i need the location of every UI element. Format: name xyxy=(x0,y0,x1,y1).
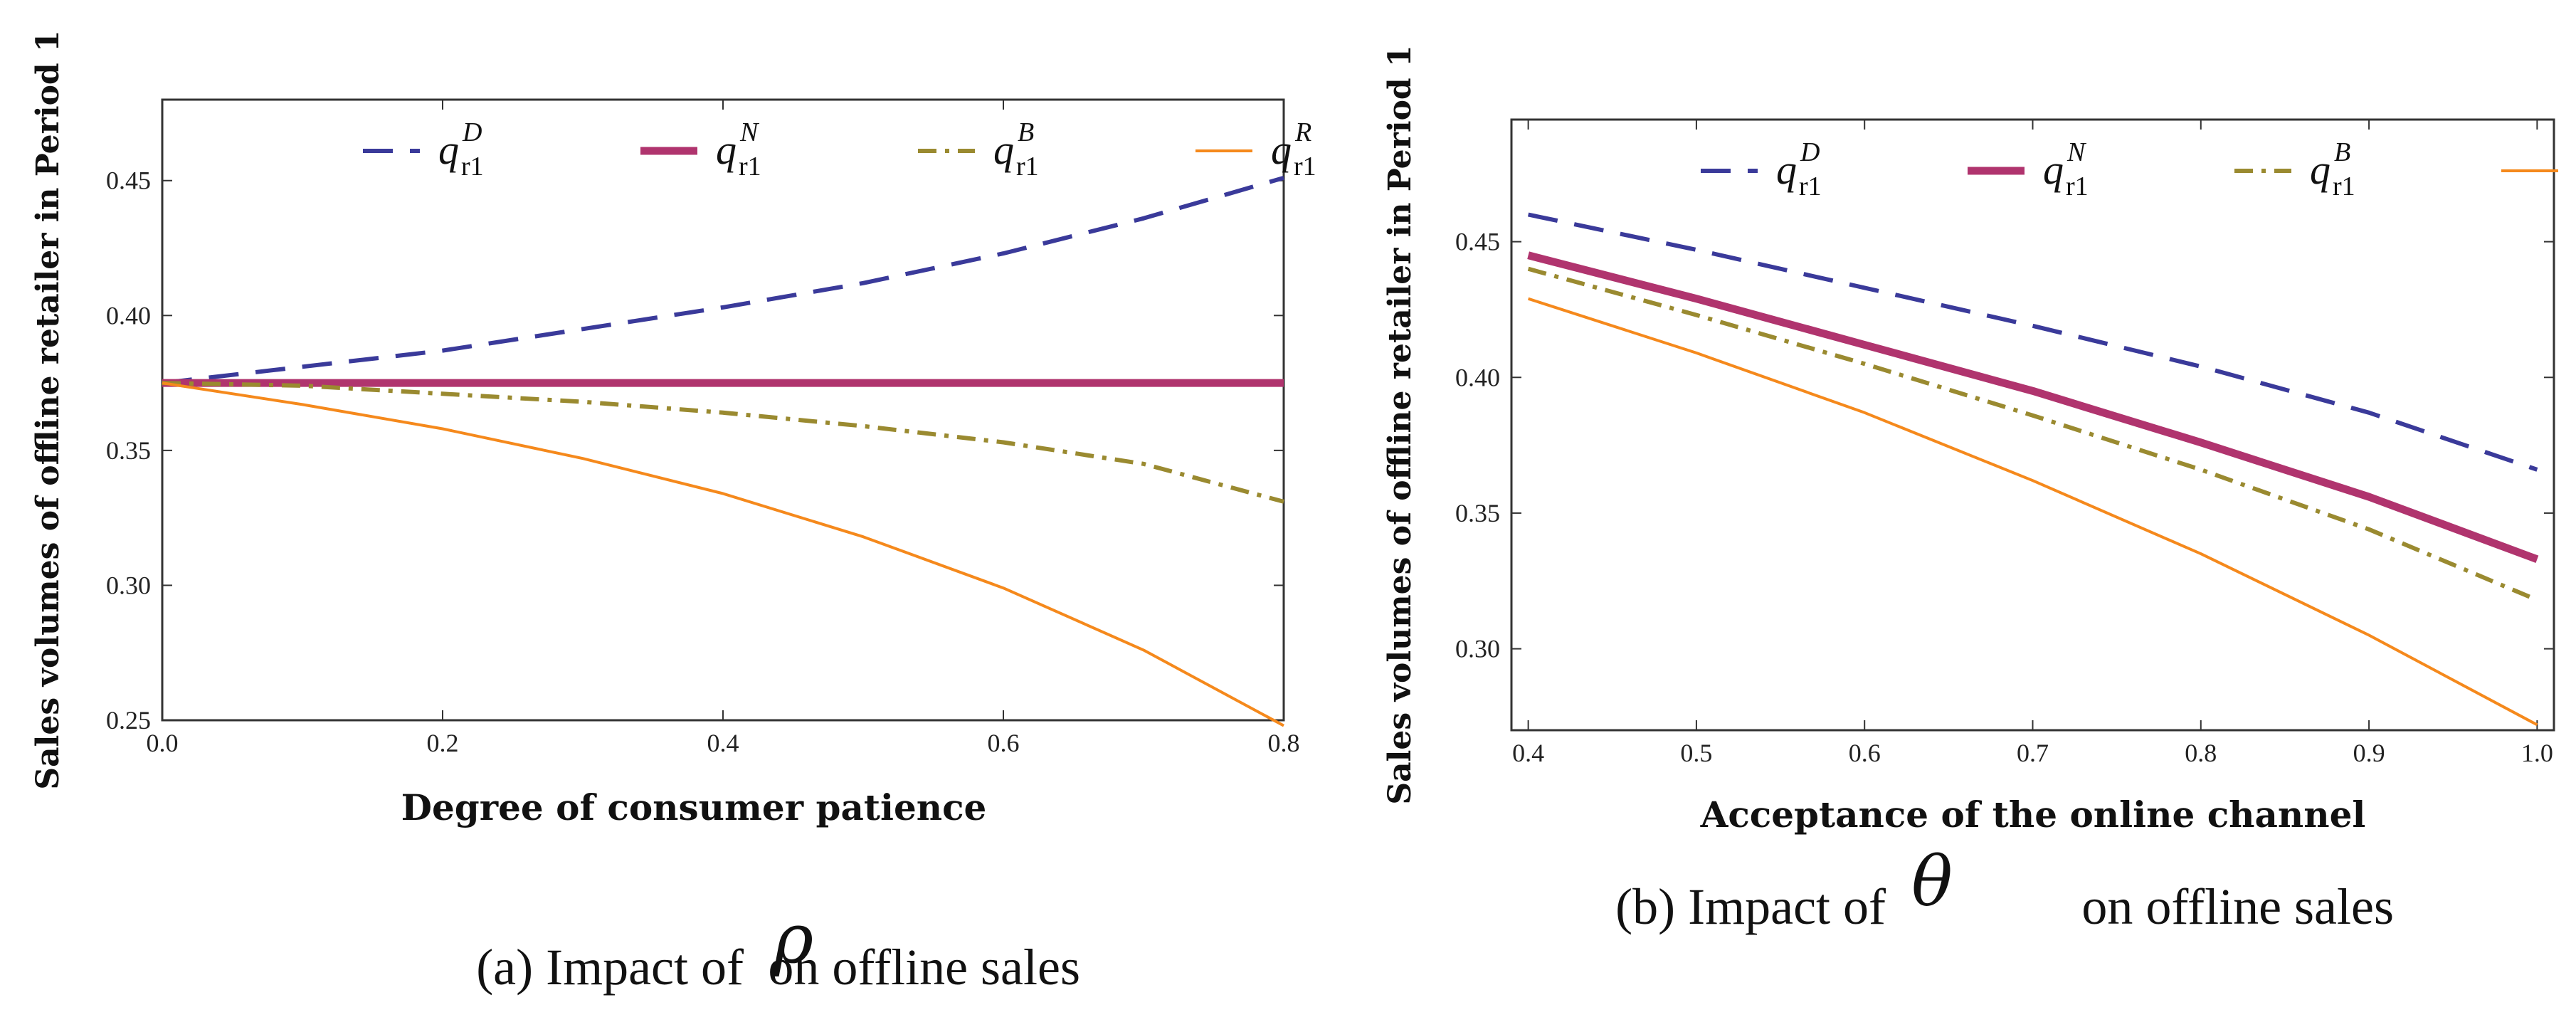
chart-b-caption-symbol: θ xyxy=(1911,842,1953,922)
b-y-tick-label: 0.40 xyxy=(1455,363,1500,391)
a-legend-label-R: q xyxy=(1271,127,1292,173)
a-x-tick-label: 0.8 xyxy=(1268,729,1300,757)
chart-b-y-axis-label: Sales volumes of offline retailer in Per… xyxy=(1382,45,1418,804)
chart-a-x-axis-label: Degree of consumer patience xyxy=(401,786,987,828)
b-legend-sup-D: D xyxy=(1800,137,1820,167)
chart-a-caption-prefix: (a) Impact of xyxy=(476,939,744,996)
a-y-tick-label: 0.40 xyxy=(106,301,151,330)
chart-a-series xyxy=(162,176,1284,727)
a-legend-sub-N: r1 xyxy=(739,152,761,181)
b-x-tick-label: 1.0 xyxy=(2521,739,2553,767)
a-legend-sup-B: B xyxy=(1018,117,1034,147)
a-legend-label-D: q xyxy=(438,127,459,173)
chart-b-ticks: 0.4 0.5 0.6 0.7 0.8 0.9 1.0 0.30 0.35 0.40 0.45 xyxy=(1455,120,2554,767)
b-legend-sup-N: N xyxy=(2066,137,2087,167)
a-legend-sup-R: R xyxy=(1294,117,1311,147)
chart-b-caption-prefix: (b) Impact of xyxy=(1615,878,1886,935)
a-x-tick-label: 0.0 xyxy=(147,729,179,757)
a-legend-sup-N: N xyxy=(739,117,760,147)
chart-a-y-axis-label: Sales volumes of offline retailer in Per… xyxy=(30,30,66,789)
a-y-tick-label: 0.45 xyxy=(106,167,151,195)
a-y-tick-label: 0.35 xyxy=(106,436,151,465)
chart-a-ticks: 0.0 0.2 0.4 0.6 0.8 0.25 0.30 0.35 0.40 0.45 xyxy=(106,100,1300,757)
a-legend-sub-B: r1 xyxy=(1016,152,1039,181)
a-legend-sub-R: r1 xyxy=(1294,152,1316,181)
b-y-tick-label: 0.45 xyxy=(1455,228,1500,256)
b-y-tick-label: 0.35 xyxy=(1455,499,1500,527)
chart-a-caption: (a) Impact of ρ on offline sales xyxy=(476,899,1080,996)
a-y-tick-label: 0.30 xyxy=(106,571,151,599)
b-series-D xyxy=(1527,212,2538,472)
chart-a-caption-symbol: ρ xyxy=(773,899,813,979)
b-x-tick-label: 0.6 xyxy=(1849,739,1881,767)
a-series-D xyxy=(162,176,1284,386)
b-legend-sub-D: r1 xyxy=(1799,172,1822,201)
chart-b-series xyxy=(1527,212,2539,727)
a-legend-label-B: q xyxy=(993,127,1014,173)
a-series-R xyxy=(162,381,1284,727)
chart-a-caption-suffix: on offline sales xyxy=(768,939,1080,996)
b-legend-label-D: q xyxy=(1776,147,1797,193)
b-series-R xyxy=(1527,297,2538,727)
b-legend-label-N: q xyxy=(2043,147,2064,193)
a-x-tick-label: 0.6 xyxy=(988,729,1020,757)
a-legend-sub-D: r1 xyxy=(461,152,484,181)
b-legend-sub-N: r1 xyxy=(2066,172,2089,201)
chart-b-caption: (b) Impact of θ on offline sales xyxy=(1615,842,2394,935)
b-y-tick-label: 0.30 xyxy=(1455,635,1500,663)
b-legend-sup-B: B xyxy=(2334,137,2350,167)
a-series-B xyxy=(162,381,1284,504)
b-x-tick-label: 0.7 xyxy=(2017,739,2049,767)
b-x-tick-label: 0.4 xyxy=(1512,739,1544,767)
a-legend-sup-D: D xyxy=(462,117,482,147)
chart-b-x-axis-label: Acceptance of the online channel xyxy=(1700,794,2366,836)
chart-a: 0.0 0.2 0.4 0.6 0.80.250.300.350.400.45 q r1D… xyxy=(30,30,1316,996)
b-series-B xyxy=(1527,266,2538,602)
b-series-N xyxy=(1527,251,2539,563)
b-legend-label-B: q xyxy=(2310,147,2330,193)
b-legend-sub-B: r1 xyxy=(2333,172,2355,201)
a-x-tick-label: 0.4 xyxy=(707,729,739,757)
chart-a-legend: q r1D q r1N q r1B q r1R xyxy=(363,117,1316,181)
a-legend-label-N: q xyxy=(716,127,737,173)
chart-b-plot-frame xyxy=(1510,118,2555,732)
b-x-tick-label: 0.9 xyxy=(2353,739,2385,767)
b-x-tick-label: 0.8 xyxy=(2185,739,2217,767)
a-x-tick-label: 0.2 xyxy=(427,729,459,757)
chart-b-caption-suffix: on offline sales xyxy=(2081,878,2394,935)
a-y-tick-label: 0.25 xyxy=(106,706,151,734)
b-x-tick-label: 0.5 xyxy=(1680,739,1712,767)
